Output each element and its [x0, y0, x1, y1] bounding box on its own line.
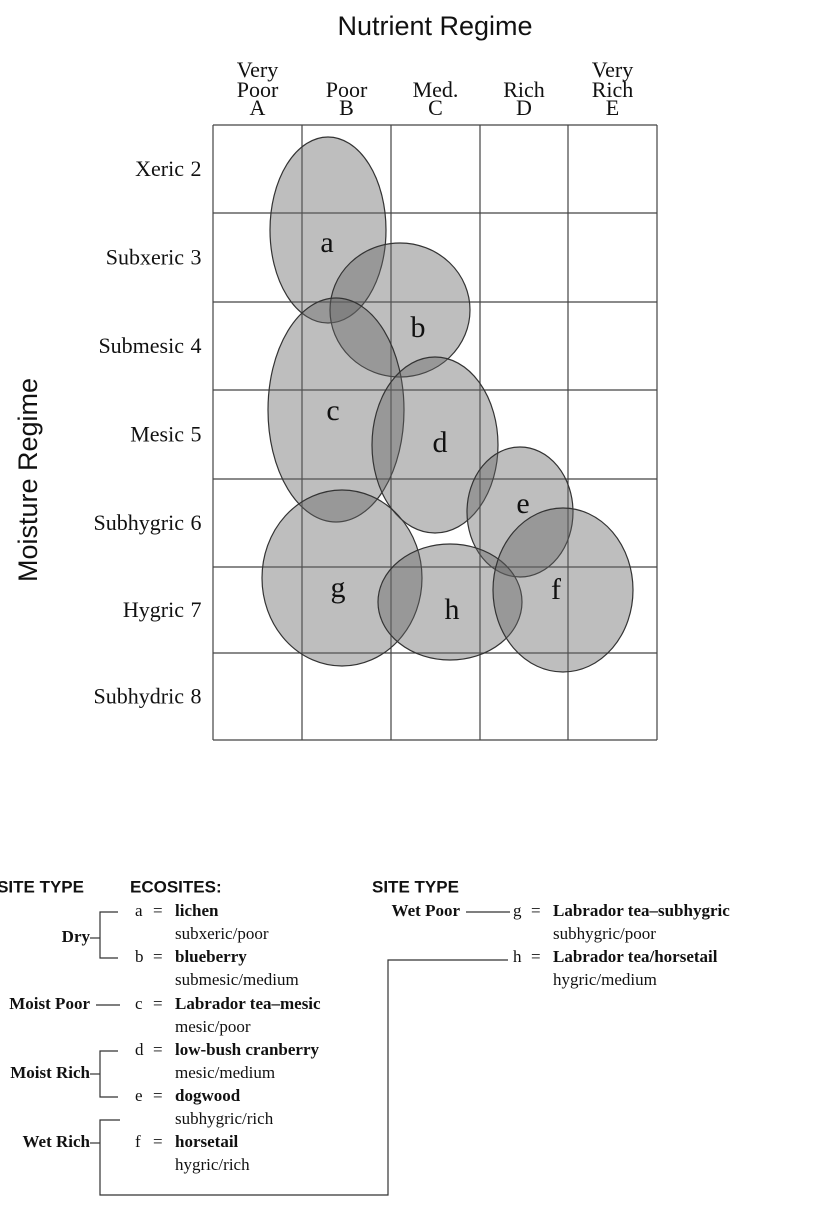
entry-letter: h	[513, 947, 522, 966]
ecosite-label: e	[516, 487, 529, 520]
row-label: Mesic	[130, 422, 184, 447]
ecosite-label: f	[551, 573, 561, 606]
ecosite-area	[466, 446, 574, 578]
row-label: Subhydric	[94, 684, 185, 709]
site-type: Wet Rich	[22, 1132, 90, 1151]
column-code: A	[250, 95, 266, 120]
ecosite-label: d	[433, 426, 448, 459]
legend-header: ECOSITES:	[130, 877, 222, 896]
entry-letter: a	[135, 901, 143, 920]
row-code: 8	[191, 684, 202, 709]
entry-equals: =	[153, 901, 163, 920]
column-label: Rich	[503, 77, 545, 102]
entry-site: hygric/rich	[175, 1155, 250, 1174]
row-label: Submesic	[98, 333, 184, 358]
column-code: D	[516, 95, 532, 120]
ecosite-area	[267, 297, 405, 523]
row-code: 4	[191, 333, 202, 358]
ecosite-label: c	[326, 394, 339, 427]
entry-site: mesic/medium	[175, 1063, 275, 1082]
row-code: 7	[191, 597, 202, 622]
row-label: Subxeric	[106, 245, 184, 270]
column-code: E	[606, 95, 619, 120]
entry-site: mesic/poor	[175, 1017, 251, 1036]
row-code: 3	[191, 245, 202, 270]
row-label: Xeric	[135, 156, 184, 181]
ecosite-area	[377, 543, 523, 661]
entry-name: Labrador tea–mesic	[175, 994, 321, 1013]
entry-letter: d	[135, 1040, 144, 1059]
entry-name: lichen	[175, 901, 219, 920]
row-label: Subhygric	[94, 510, 185, 535]
entry-equals: =	[153, 947, 163, 966]
site-type: Moist Rich	[10, 1063, 90, 1082]
column-label: Rich	[592, 77, 634, 102]
entry-equals: =	[531, 947, 541, 966]
entry-equals: =	[531, 901, 541, 920]
ecosite-area	[492, 507, 634, 673]
site-type: Dry	[62, 927, 91, 946]
row-code: 5	[191, 422, 202, 447]
entry-name: dogwood	[175, 1086, 241, 1105]
entry-site: subhygric/poor	[553, 924, 656, 943]
ecosite-area	[371, 356, 499, 534]
ecosite-label: h	[445, 593, 460, 626]
entry-site: hygric/medium	[553, 970, 657, 989]
column-code: C	[428, 95, 443, 120]
entry-equals: =	[153, 994, 163, 1013]
entry-name: Labrador tea–subhygric	[553, 901, 730, 920]
site-type: Moist Poor	[9, 994, 90, 1013]
column-label: Very	[237, 57, 279, 82]
entry-name: Labrador tea/horsetail	[553, 947, 718, 966]
moisture-title: Moisture Regime	[13, 378, 43, 582]
row-code: 2	[191, 156, 202, 181]
nutrient-title: Nutrient Regime	[337, 11, 532, 41]
entry-name: horsetail	[175, 1132, 239, 1151]
entry-letter: f	[135, 1132, 141, 1151]
ecosite-label: g	[331, 571, 346, 604]
ecosite-label: b	[411, 311, 426, 344]
column-label: Poor	[237, 77, 279, 102]
entry-site: subhygric/rich	[175, 1109, 274, 1128]
row-label: Hygric	[123, 597, 184, 622]
site-type: Wet Poor	[392, 901, 461, 920]
entry-site: submesic/medium	[175, 970, 299, 989]
entry-name: low-bush cranberry	[175, 1040, 320, 1059]
column-label: Poor	[326, 77, 368, 102]
entry-equals: =	[153, 1040, 163, 1059]
column-code: B	[339, 95, 354, 120]
legend-header: SITE TYPE	[372, 877, 459, 896]
column-label: Very	[592, 57, 634, 82]
entry-equals: =	[153, 1086, 163, 1105]
legend-header: SITE TYPE	[0, 877, 84, 896]
entry-equals: =	[153, 1132, 163, 1151]
entry-name: blueberry	[175, 947, 247, 966]
column-label: Med.	[413, 77, 459, 102]
row-code: 6	[191, 510, 202, 535]
ecosite-area	[269, 136, 387, 324]
ecosite-label: a	[320, 226, 333, 259]
entry-letter: c	[135, 994, 143, 1013]
entry-site: subxeric/poor	[175, 924, 269, 943]
legend-lines	[90, 911, 510, 1196]
entry-letter: b	[135, 947, 144, 966]
ecosite-area	[329, 242, 471, 378]
entry-letter: g	[513, 901, 522, 920]
entry-letter: e	[135, 1086, 143, 1105]
